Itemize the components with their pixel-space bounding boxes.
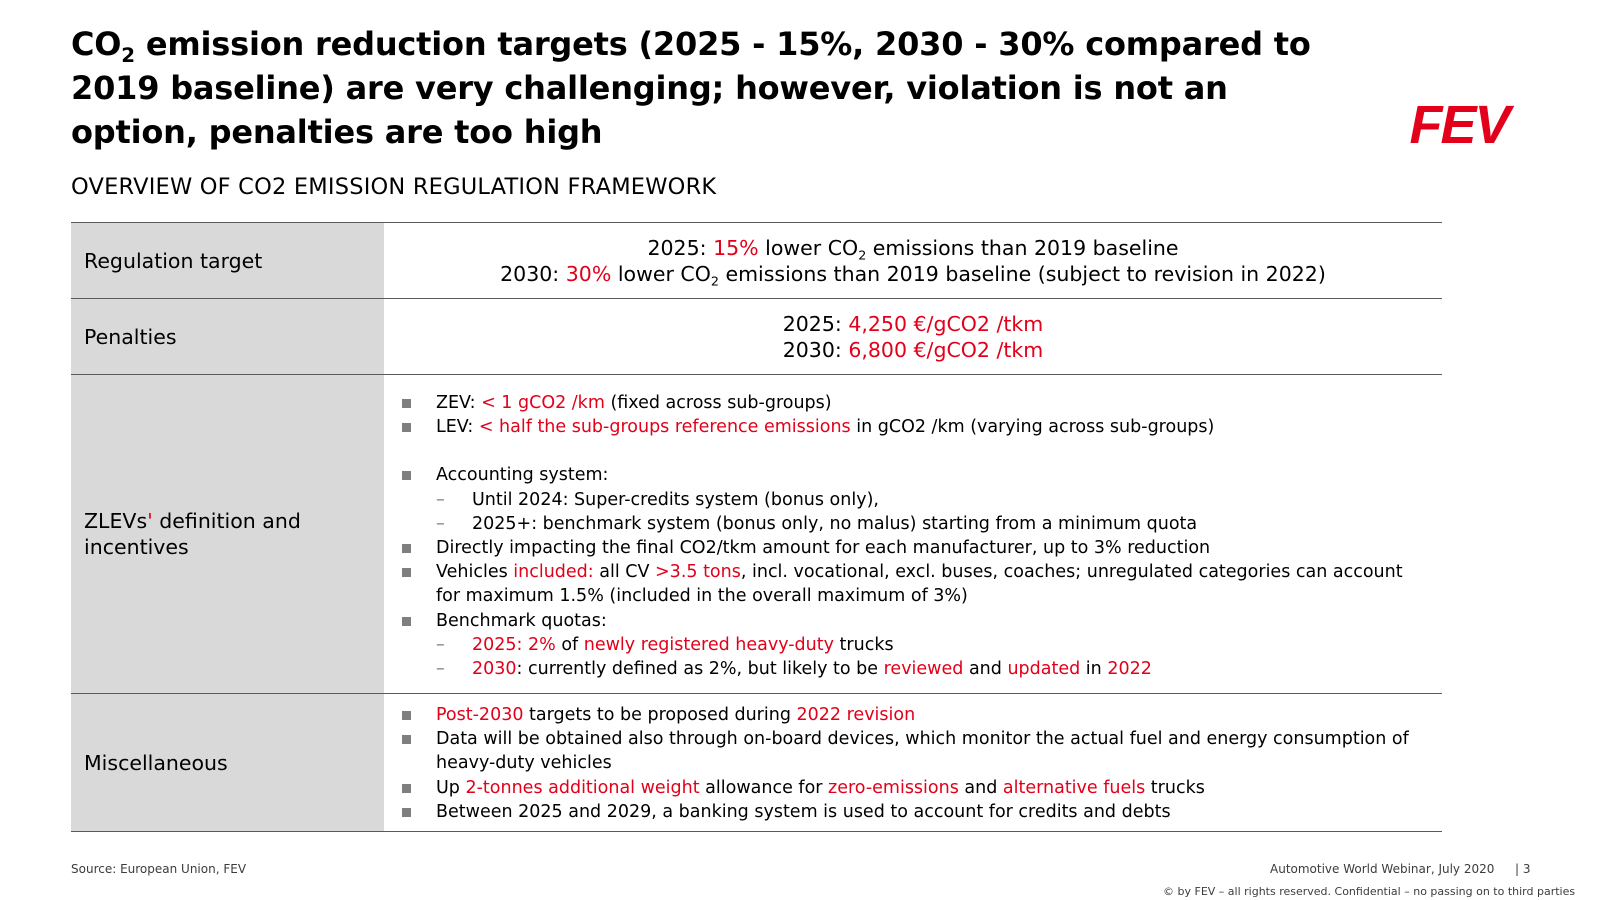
list-item: Between 2025 and 2029, a banking system … — [400, 800, 1422, 824]
row-penalties: Penalties 2025: 4,250 €/gCO2 /tkm 2030: … — [71, 299, 1442, 375]
penalty-2025-line: 2025: 4,250 €/gCO2 /tkm — [782, 311, 1044, 336]
row-miscellaneous: Miscellaneous Post-2030 targets to be pr… — [71, 694, 1442, 832]
regulation-target-content: 2025: 15% lower CO2 emissions than 2019 … — [384, 223, 1442, 298]
fev-logo: FEV — [1409, 98, 1516, 152]
slide-title: CO2 emission reduction targets (2025 - 1… — [71, 25, 1311, 151]
row-label: ZLEVs' definition and incentives — [71, 375, 384, 693]
penalties-content: 2025: 4,250 €/gCO2 /tkm 2030: 6,800 €/gC… — [384, 299, 1442, 374]
sub-list-item: 2025+: benchmark system (bonus only, no … — [400, 512, 1422, 536]
sub-list-item: 2025: 2% of newly registered heavy-duty … — [400, 633, 1422, 657]
row-label: Regulation target — [71, 223, 384, 298]
row-zlev-definition: ZLEVs' definition and incentives ZEV: < … — [71, 375, 1442, 694]
source-note: Source: European Union, FEV — [71, 862, 247, 876]
spacer — [400, 439, 1422, 463]
row-label: Penalties — [71, 299, 384, 374]
svg-text:FEV: FEV — [1409, 98, 1514, 152]
row-label: Miscellaneous — [71, 694, 384, 831]
regulation-2025-line: 2025: 15% lower CO2 emissions than 2019 … — [647, 235, 1179, 262]
list-item: Vehicles included: all CV >3.5 tons, inc… — [400, 560, 1422, 608]
list-item: Post-2030 targets to be proposed during … — [400, 703, 1422, 727]
list-item: LEV: < half the sub-groups reference emi… — [400, 415, 1422, 439]
penalty-2030-line: 2030: 6,800 €/gCO2 /tkm — [782, 337, 1044, 362]
miscellaneous-content: Post-2030 targets to be proposed during … — [384, 694, 1442, 831]
sub-list-item: 2030: currently defined as 2%, but likel… — [400, 657, 1422, 681]
copyright-note: © by FEV – all rights reserved. Confiden… — [1163, 885, 1576, 898]
list-item: Up 2-tonnes additional weight allowance … — [400, 776, 1422, 800]
page-number: | 3 — [1515, 862, 1531, 876]
slide-subtitle: OVERVIEW OF CO2 EMISSION REGULATION FRAM… — [71, 174, 717, 200]
event-note: Automotive World Webinar, July 2020 — [1270, 862, 1495, 876]
list-item: Benchmark quotas: — [400, 609, 1422, 633]
list-item: ZEV: < 1 gCO2 /km (fixed across sub-grou… — [400, 391, 1422, 415]
sub-list-item: Until 2024: Super-credits system (bonus … — [400, 488, 1422, 512]
zlev-content: ZEV: < 1 gCO2 /km (fixed across sub-grou… — [384, 375, 1442, 693]
row-regulation-target: Regulation target 2025: 15% lower CO2 em… — [71, 223, 1442, 299]
list-item: Accounting system: — [400, 463, 1422, 487]
list-item: Data will be obtained also through on-bo… — [400, 727, 1422, 775]
list-item: Directly impacting the final CO2/tkm amo… — [400, 536, 1422, 560]
regulation-2030-line: 2030: 30% lower CO2 emissions than 2019 … — [500, 261, 1326, 288]
regulation-table: Regulation target 2025: 15% lower CO2 em… — [71, 222, 1442, 832]
